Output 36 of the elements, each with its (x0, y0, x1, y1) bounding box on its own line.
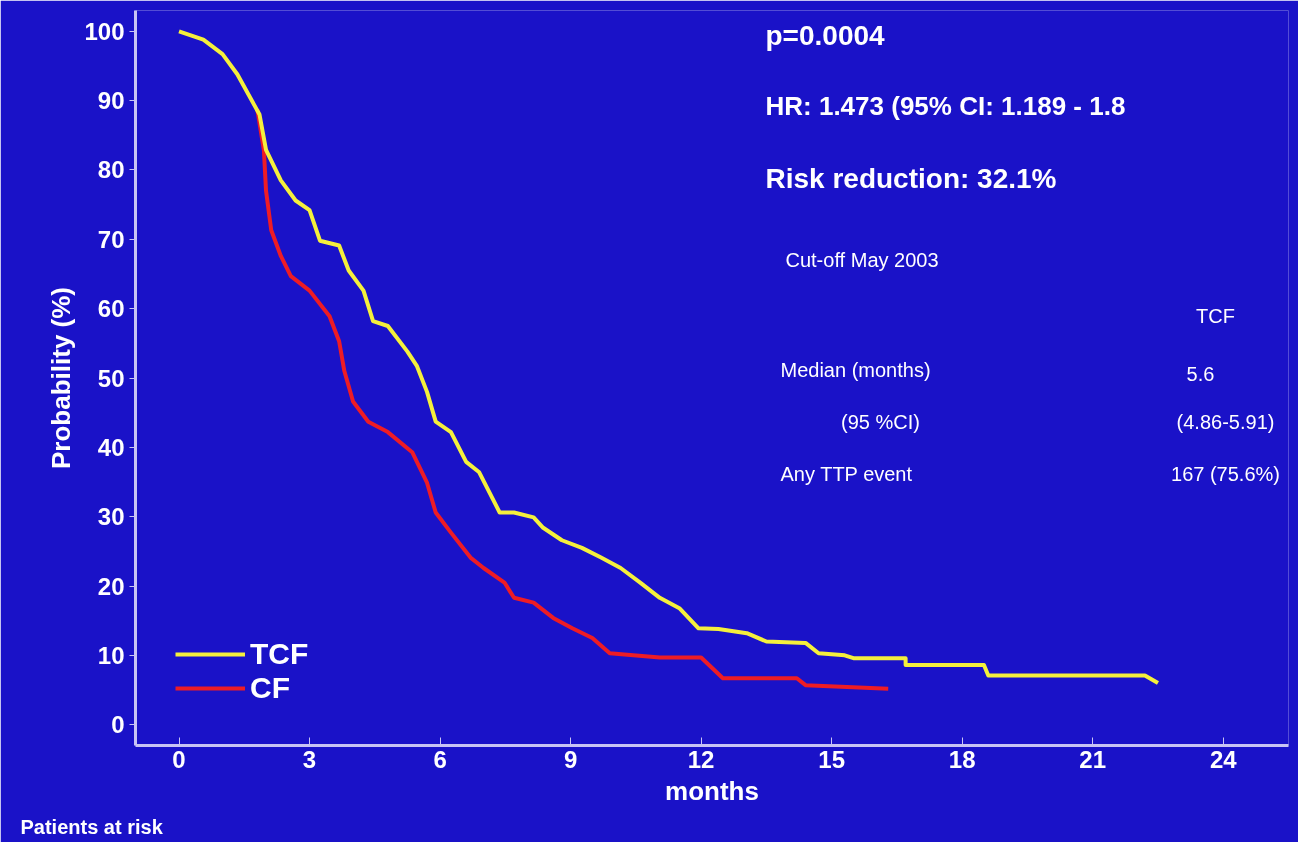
x-tick-label: 21 (1079, 745, 1107, 773)
annotation: 167 (75.6%) (1171, 462, 1280, 485)
y-tick-label: 10 (97, 641, 125, 669)
annotation: (4.86-5.91) (1176, 410, 1275, 433)
annotation: (95 %CI) (841, 410, 920, 433)
x-tick-label: 9 (563, 745, 578, 773)
legend-label: TCF (250, 637, 309, 671)
y-tick-label: 70 (97, 225, 125, 253)
annotation: 5.6 (1186, 362, 1215, 385)
annotation: Median (months) (780, 358, 931, 381)
x-tick-label: 24 (1209, 745, 1238, 773)
x-tick-label: 6 (433, 745, 447, 773)
y-tick-label: 40 (97, 433, 125, 461)
y-tick-label: 100 (84, 17, 125, 45)
y-tick-label: 20 (97, 572, 125, 600)
x-tick-label: 18 (948, 745, 976, 773)
y-axis-title: Probability (%) (46, 286, 77, 470)
text: Patients at risk (20, 815, 164, 838)
annotation: p=0.0004 (765, 19, 886, 51)
x-tick-label: 12 (687, 745, 715, 773)
y-tick-label: 80 (97, 156, 125, 184)
y-tick-label: 50 (97, 364, 125, 392)
y-tick-label: 0 (111, 711, 125, 739)
x-axis-title: months (665, 775, 759, 806)
annotation: HR: 1.473 (95% CI: 1.189 - 1.8 (765, 90, 1126, 121)
x-tick-label: 0 (172, 745, 186, 773)
x-tick-label: 3 (302, 745, 317, 773)
annotation: Any TTP event (780, 462, 913, 485)
x-tick-label: 15 (818, 745, 846, 773)
annotation: TCF (1196, 304, 1235, 327)
annotation: Cut-off May 2003 (785, 248, 939, 271)
y-tick-label: 60 (97, 295, 125, 323)
y-tick-label: 90 (97, 87, 125, 115)
legend-label: CF (250, 671, 290, 705)
annotation: Risk reduction: 32.1% (765, 162, 1057, 194)
y-tick-label: 30 (97, 503, 125, 531)
